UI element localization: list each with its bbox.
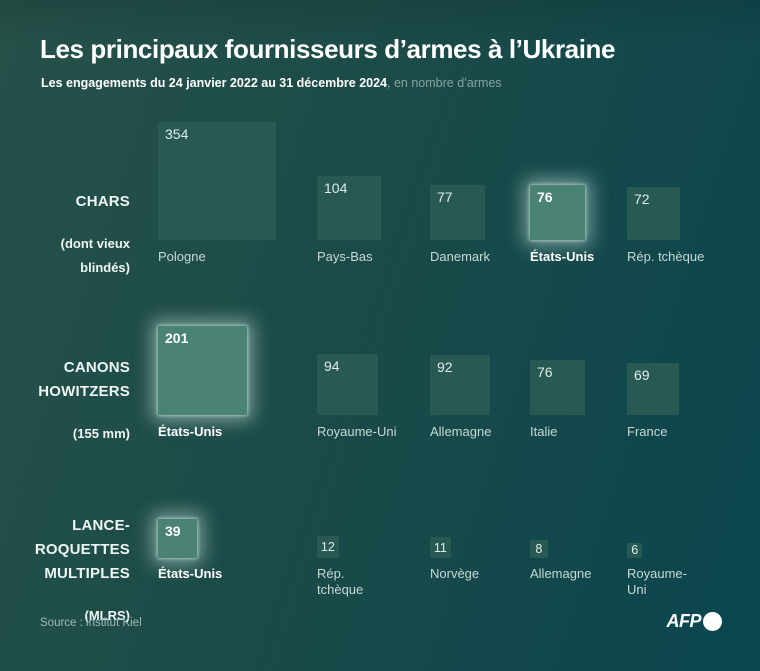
category-subnote: (155 mm) [72, 426, 130, 441]
country-label: Allemagne [530, 566, 592, 581]
country-label: Royaume-Uni [317, 424, 397, 439]
value-label: 92 [437, 358, 453, 375]
afp-logo-text: AFP [666, 611, 702, 631]
value-label: 94 [324, 358, 340, 375]
country-label: Pays-Bas [317, 249, 373, 264]
value-label: 77 [437, 189, 453, 205]
source-credit: Source : institut Kiel [40, 617, 142, 629]
square-canons-royaume-uni: 94 [317, 354, 378, 415]
square-canons-france: 69 [627, 362, 680, 415]
square-canons-italie: 76 [530, 360, 585, 415]
subtitle: Les engagements du 24 janvier 2022 au 31… [41, 76, 502, 90]
square-mlrs-etats-unis: 39 [158, 518, 198, 558]
category-subnote: (dont vieux blindés) [60, 236, 130, 275]
value-label: 72 [634, 190, 650, 207]
value-label: 104 [324, 180, 348, 197]
square-chars-pays-bas: 104 [317, 176, 381, 240]
square-canons-etats-unis: 201 [158, 326, 247, 415]
square-mlrs-allemagne: 8 [530, 540, 548, 558]
value-label: 11 [433, 540, 447, 555]
country-label: Allemagne [430, 424, 492, 439]
square-canons-allemagne: 92 [430, 354, 491, 415]
country-label: États-Unis [158, 424, 223, 439]
value-label: 354 [165, 126, 189, 142]
country-label: États-Unis [530, 249, 595, 264]
category-subnote: (MLRS) [84, 608, 131, 623]
page-title: Les principaux fournisseurs d’armes à l’… [40, 34, 616, 64]
value-label: 12 [320, 540, 335, 555]
country-label: Italie [530, 424, 558, 439]
category-mlrs: LANCE- ROQUETTES MULTIPLES (MLRS) [20, 496, 130, 646]
value-label: 76 [537, 364, 553, 381]
value-label: 201 [165, 330, 189, 347]
subtitle-period: Les engagements du 24 janvier 2022 au 31… [41, 76, 388, 90]
country-label: Norvège [430, 566, 480, 581]
country-label: France [627, 424, 668, 439]
country-label: Royaume- Uni [627, 566, 687, 597]
value-label: 8 [535, 542, 543, 557]
square-chars-pologne: 354 [158, 122, 276, 240]
value-label: 39 [165, 522, 181, 539]
country-label: Rép. tchèque [317, 566, 364, 597]
value-label: 6 [631, 543, 639, 558]
square-chars-rep-tcheque: 72 [627, 186, 681, 240]
category-name: CANONS HOWITZERS [38, 359, 130, 400]
value-label: 76 [537, 189, 553, 206]
value-label: 69 [634, 366, 650, 383]
square-mlrs-norvege: 11 [430, 537, 451, 558]
square-chars-danemark: 77 [430, 185, 485, 240]
subtitle-unit: , en nombre d’armes [387, 76, 502, 90]
category-name: CHARS [75, 193, 130, 210]
square-mlrs-royaume-uni: 6 [627, 542, 643, 558]
category-name: LANCE- ROQUETTES MULTIPLES [34, 517, 130, 582]
category-chars: CHARS (dont vieux blindés) [20, 172, 130, 298]
square-chars-etats-unis: 76 [530, 185, 585, 240]
country-label: Rép. tchèque [627, 249, 705, 264]
country-label: États-Unis [158, 566, 223, 581]
country-label: Pologne [158, 249, 206, 264]
afp-logo: AFP [666, 611, 722, 632]
country-label: Danemark [430, 249, 490, 264]
square-mlrs-rep-tcheque: 12 [317, 536, 339, 558]
category-canons: CANONS HOWITZERS (155 mm) [20, 338, 130, 464]
afp-logo-circle-icon [703, 612, 722, 631]
